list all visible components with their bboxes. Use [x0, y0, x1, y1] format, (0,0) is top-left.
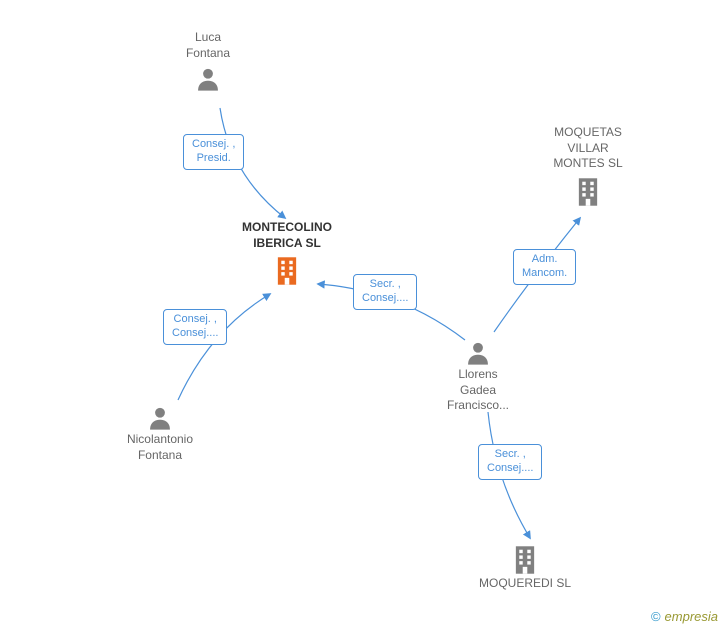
- node-luca[interactable]: LucaFontana: [148, 30, 268, 93]
- node-moquetas[interactable]: MOQUETASVILLARMONTES SL: [528, 125, 648, 208]
- person-icon: [194, 65, 222, 93]
- node-llorens[interactable]: LlorensGadeaFrancisco...: [418, 335, 538, 414]
- company-icon: [511, 544, 539, 576]
- copyright-symbol: ©: [651, 609, 661, 624]
- edge-label[interactable]: Consej. , Presid.: [183, 134, 244, 170]
- node-label: LucaFontana: [148, 30, 268, 61]
- person-icon: [146, 404, 174, 432]
- node-nicolantonio[interactable]: NicolantonioFontana: [100, 400, 220, 463]
- person-icon: [464, 339, 492, 367]
- node-label: MOQUETASVILLARMONTES SL: [528, 125, 648, 172]
- node-icon-wrap: [418, 339, 538, 367]
- edge-label[interactable]: Secr. , Consej....: [478, 444, 542, 480]
- node-icon-wrap: [148, 65, 268, 93]
- footer: © empresia: [651, 609, 718, 624]
- node-label: MONTECOLINOIBERICA SL: [227, 220, 347, 251]
- company-icon: [574, 176, 602, 208]
- node-moqueredi[interactable]: MOQUEREDI SL: [465, 540, 585, 592]
- edges-layer: [0, 0, 728, 630]
- company-icon: [273, 255, 301, 287]
- edge-label[interactable]: Secr. , Consej....: [353, 274, 417, 310]
- edge-label[interactable]: Consej. , Consej....: [163, 309, 227, 345]
- edge-label[interactable]: Adm. Mancom.: [513, 249, 576, 285]
- node-label: MOQUEREDI SL: [465, 576, 585, 592]
- node-icon-wrap: [465, 544, 585, 576]
- node-icon-wrap: [227, 255, 347, 287]
- node-icon-wrap: [100, 404, 220, 432]
- node-icon-wrap: [528, 176, 648, 208]
- footer-brand: empresia: [665, 609, 718, 624]
- node-montecolino[interactable]: MONTECOLINOIBERICA SL: [227, 220, 347, 287]
- node-label: NicolantonioFontana: [100, 432, 220, 463]
- diagram-canvas: LucaFontana NicolantonioFontana MONTECOLI…: [0, 0, 728, 630]
- node-label: LlorensGadeaFrancisco...: [418, 367, 538, 414]
